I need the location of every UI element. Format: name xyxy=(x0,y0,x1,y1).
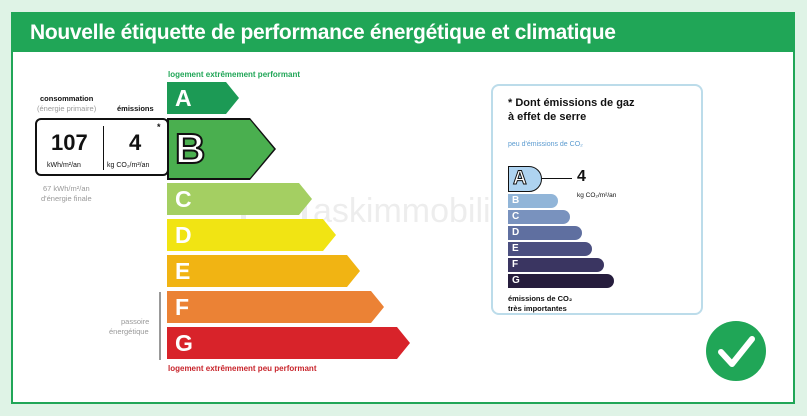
ges-subtitle: peu d'émissions de CO₂ xyxy=(508,141,583,148)
values-divider xyxy=(103,126,104,170)
ges-footer-line2: très importantes xyxy=(508,304,567,313)
dpe-class-f: F xyxy=(167,291,384,323)
dpe-label-top: logement extrêmement performant xyxy=(168,70,301,79)
ges-class-d: D xyxy=(508,226,582,240)
ges-pointer-line xyxy=(542,178,572,179)
ges-unit: kg CO₂/m²/an xyxy=(577,192,617,199)
watermark-text: askimmobilier xyxy=(313,192,521,230)
ges-class-g: G xyxy=(508,274,614,288)
emissions-header: émissions xyxy=(117,104,154,113)
emissions-value: 4 xyxy=(129,130,142,155)
ges-value: 4 xyxy=(577,168,586,185)
dpe-class-b-letter: B xyxy=(174,124,206,173)
final-energy-label: d'énergie finale xyxy=(41,194,92,203)
ges-class-a: A xyxy=(508,166,542,192)
passoire-label-2: énergétique xyxy=(109,327,149,336)
passoire-label-1: passoire xyxy=(121,317,150,326)
final-energy-value: 67 kWh/m²/an xyxy=(43,184,90,193)
ges-class-b: B xyxy=(508,194,558,208)
ges-footer-line1: émissions de CO₂ xyxy=(508,294,573,303)
consommation-header: consommation xyxy=(40,94,94,103)
ges-class-c: C xyxy=(508,210,570,224)
page-title: Nouvelle étiquette de performance énergé… xyxy=(30,21,616,44)
dpe-class-a: A xyxy=(167,82,239,114)
ges-class-f: F xyxy=(508,258,604,272)
energie-primaire-header: (énergie primaire) xyxy=(37,104,97,113)
energy-label-card: Nouvelle étiquette de performance énergé… xyxy=(11,12,795,404)
dpe-class-e: E xyxy=(167,255,360,287)
dpe-class-g: G xyxy=(167,327,410,359)
passoire-marker xyxy=(159,292,161,360)
header-bar: Nouvelle étiquette de performance énergé… xyxy=(13,14,793,52)
dpe-values-box: 107 4 * kWh/m²/an kg CO₂/m²/an xyxy=(35,118,169,176)
ges-class-e: E xyxy=(508,242,592,256)
dpe-class-d: D xyxy=(167,219,336,251)
ges-panel: * Dont émissions de gaz à effet de serre… xyxy=(491,84,703,315)
dpe-class-c: C xyxy=(167,183,312,215)
ges-title-line2: à effet de serre xyxy=(508,111,587,123)
dpe-label-bottom: logement extrêmement peu performant xyxy=(168,364,317,373)
checkmark-icon xyxy=(706,321,766,381)
ges-title-line1: * Dont émissions de gaz xyxy=(508,97,635,109)
dpe-class-b: B xyxy=(169,120,274,178)
emissions-asterisk: * xyxy=(157,122,161,132)
emissions-unit: kg CO₂/m²/an xyxy=(107,162,150,169)
consommation-value: 107 xyxy=(51,130,88,155)
consommation-unit: kWh/m²/an xyxy=(47,162,81,169)
